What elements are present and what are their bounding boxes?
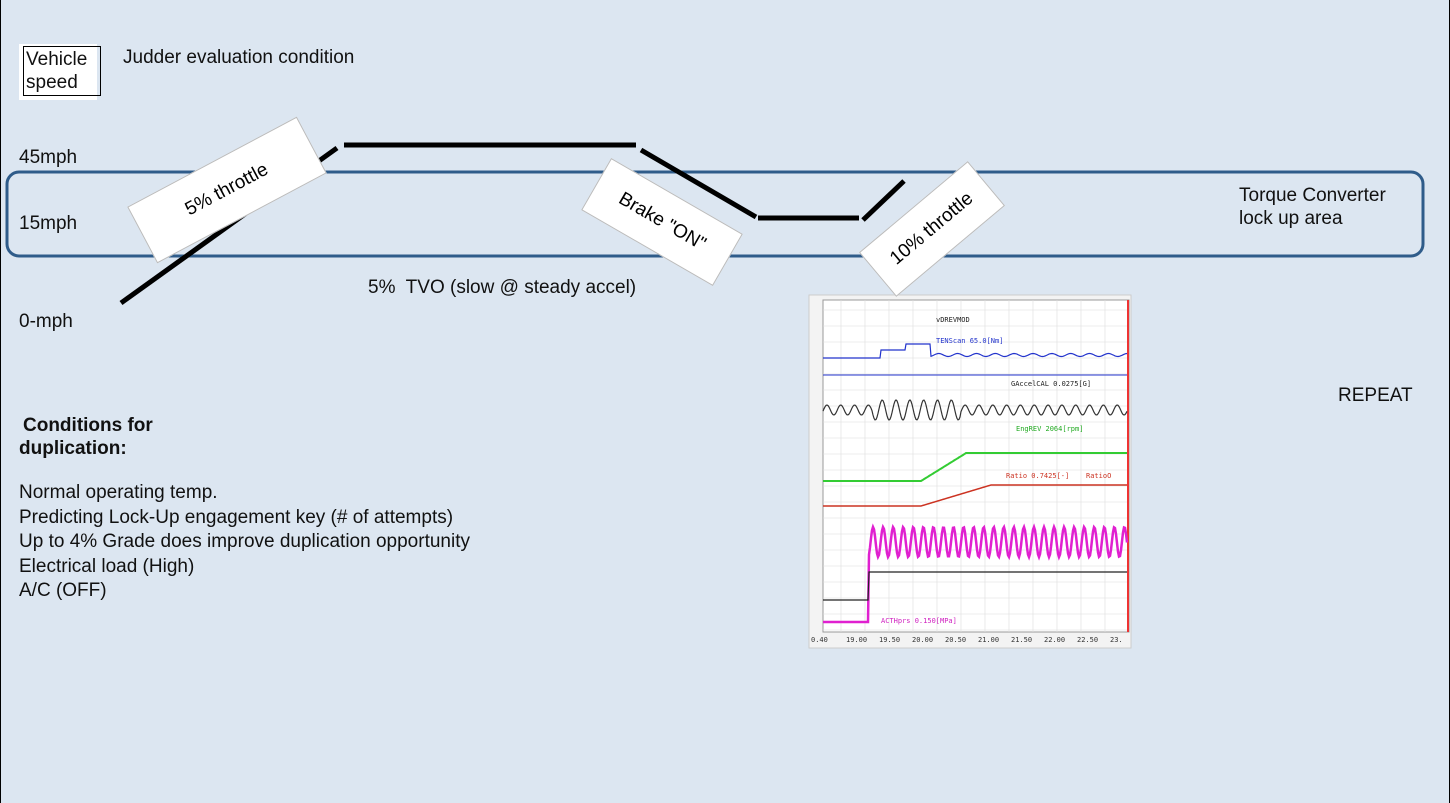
scope-x-tick: 23.	[1110, 636, 1123, 644]
scope-signal-label: TENScan 65.0[Nm]	[936, 337, 1003, 345]
condition-item: Up to 4% Grade does improve duplication …	[19, 530, 470, 555]
speed-level: 15mph	[19, 212, 77, 235]
slide: vDREVMOD TENScan 65.0[Nm] GAccelCAL 0.0275…	[0, 0, 1450, 803]
scope-x-tick: 0.40	[811, 636, 828, 644]
scope-signal-label: EngREV 2064[rpm]	[1016, 425, 1083, 433]
scope-capture: vDREVMOD TENScan 65.0[Nm] GAccelCAL 0.0275…	[809, 295, 1131, 648]
conditions-heading: Conditions for duplication:	[19, 414, 189, 460]
axis-box-label: Vehicle speed	[23, 46, 101, 96]
title: Judder evaluation condition	[123, 46, 354, 69]
speed-level: 0-mph	[19, 310, 73, 333]
conditions-list: Normal operating temp.Predicting Lock-Up…	[19, 481, 470, 604]
scope-x-tick: 19.50	[879, 636, 900, 644]
scope-x-tick: 21.50	[1011, 636, 1032, 644]
scope-signal-label: vDREVMOD	[936, 316, 970, 324]
speed-level: 45mph	[19, 146, 77, 169]
scope-signal-label: Ratio 0.7425[-]	[1006, 472, 1069, 480]
repeat-label: REPEAT	[1338, 384, 1413, 407]
scope-x-tick: 20.00	[912, 636, 933, 644]
scope-x-tick: 22.00	[1044, 636, 1065, 644]
condition-item: Predicting Lock-Up engagement key (# of …	[19, 506, 470, 531]
lockup-label: Torque Converter lock up area	[1239, 184, 1419, 230]
scope-signal-label: GAccelCAL 0.0275[G]	[1011, 380, 1091, 388]
diagram-art: vDREVMOD TENScan 65.0[Nm] GAccelCAL 0.0275…	[1, 0, 1450, 803]
scope-x-tick: 21.00	[978, 636, 999, 644]
scope-x-tick: 19.00	[846, 636, 867, 644]
condition-item: A/C (OFF)	[19, 579, 470, 604]
scope-x-tick: 20.50	[945, 636, 966, 644]
scope-x-tick: 22.50	[1077, 636, 1098, 644]
condition-item: Normal operating temp.	[19, 481, 470, 506]
tvo-note: 5% TVO (slow @ steady accel)	[368, 276, 638, 299]
scope-signal-label: ACTHprs 0.150[MPa]	[881, 617, 957, 625]
condition-item: Electrical load (High)	[19, 555, 470, 580]
scope-signal-label: RatioO	[1086, 472, 1111, 480]
